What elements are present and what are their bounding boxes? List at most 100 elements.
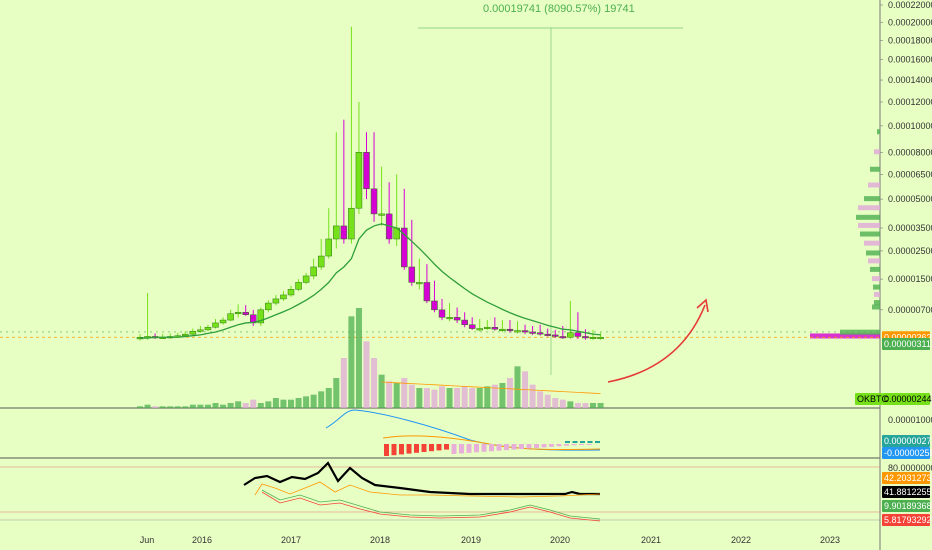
candle-body[interactable] xyxy=(597,337,604,340)
candle-body[interactable] xyxy=(370,188,378,215)
candle-body[interactable] xyxy=(423,282,431,302)
macd-histogram-bar xyxy=(586,444,592,445)
price-badge-ema xyxy=(882,337,930,350)
candle-body[interactable] xyxy=(197,329,204,332)
candle-body[interactable] xyxy=(484,326,491,329)
candle-body[interactable] xyxy=(574,332,582,337)
candle-body[interactable] xyxy=(295,282,302,290)
candle-body[interactable] xyxy=(317,255,325,268)
candle-body[interactable] xyxy=(536,332,544,335)
volume-bar xyxy=(514,366,521,408)
macd-histogram-bar xyxy=(384,444,389,456)
candle-body[interactable] xyxy=(453,317,461,321)
macd-histogram-bar xyxy=(489,444,494,452)
macd-histogram-bar xyxy=(595,441,600,443)
candle-body[interactable] xyxy=(182,333,189,336)
candle-body[interactable] xyxy=(491,326,499,330)
volume-bar xyxy=(144,404,151,408)
volume-profile-bar xyxy=(874,300,880,306)
candle-body[interactable] xyxy=(325,238,332,257)
volume-bar xyxy=(476,388,483,408)
volume-bar xyxy=(499,383,506,408)
volume-bar xyxy=(227,403,234,408)
candle-body[interactable] xyxy=(265,302,272,311)
candle-body[interactable] xyxy=(468,324,476,329)
candle-body[interactable] xyxy=(227,313,234,321)
osc-badge-green-text: 9.90189368 xyxy=(884,501,932,511)
candle-body[interactable] xyxy=(340,225,348,240)
candle-body[interactable] xyxy=(234,311,242,314)
macd-histogram-bar xyxy=(459,444,464,454)
candle-body[interactable] xyxy=(461,319,468,325)
ema-line xyxy=(140,223,601,339)
time-axis-label: 2016 xyxy=(192,535,212,545)
volume-bar xyxy=(408,384,415,408)
volume-bar xyxy=(484,386,491,408)
volume-bar xyxy=(401,378,408,408)
candle-body[interactable] xyxy=(257,309,265,324)
candle-body[interactable] xyxy=(521,330,529,333)
volume-ma-line xyxy=(381,381,601,394)
price-axis-label: 0.00014000 xyxy=(888,75,932,85)
macd-histogram-bar xyxy=(587,441,593,443)
price-axis-label: 0.00022000 xyxy=(888,0,932,10)
candle-body[interactable] xyxy=(589,337,597,340)
macd-histogram-bar xyxy=(481,444,487,452)
candle-body[interactable] xyxy=(310,266,317,277)
price-axis-label: 0.00018000 xyxy=(888,35,932,45)
volume-bar xyxy=(371,358,378,408)
price-axis-label: 0.00016000 xyxy=(888,55,932,65)
candle-body[interactable] xyxy=(348,207,355,240)
volume-bar xyxy=(318,391,325,408)
candle-body[interactable] xyxy=(189,331,197,335)
macd-axis-label: 0.00001000 xyxy=(888,415,932,425)
candle-body[interactable] xyxy=(378,213,385,216)
macd-histogram-bar xyxy=(429,444,434,452)
candle-body[interactable] xyxy=(438,309,446,318)
candle-body[interactable] xyxy=(355,152,363,209)
candle-body[interactable] xyxy=(287,289,295,296)
candle-body[interactable] xyxy=(212,322,219,328)
volume-bar xyxy=(590,403,596,408)
candle-body[interactable] xyxy=(506,328,514,331)
macd-histogram-bar xyxy=(474,444,479,453)
pair-badge[interactable] xyxy=(855,393,882,405)
candle-body[interactable] xyxy=(204,326,212,331)
candle-body[interactable] xyxy=(333,225,340,240)
candle-body[interactable] xyxy=(476,328,483,331)
candle-body[interactable] xyxy=(499,328,506,331)
candle-body[interactable] xyxy=(408,266,416,283)
candle-body[interactable] xyxy=(416,282,423,285)
volume-bar xyxy=(348,316,355,408)
macd-badge-line xyxy=(882,447,930,459)
volume-bar xyxy=(439,386,445,408)
volume-bar xyxy=(137,406,143,408)
candle-body[interactable] xyxy=(219,319,227,324)
candle-body[interactable] xyxy=(514,330,521,333)
candle-body[interactable] xyxy=(242,311,249,315)
candle-body[interactable] xyxy=(582,336,589,339)
candle-body[interactable] xyxy=(544,333,551,336)
candle-body[interactable] xyxy=(280,294,287,300)
volume-profile-bar xyxy=(874,291,880,297)
candle-body[interactable] xyxy=(401,227,408,268)
candle-body[interactable] xyxy=(446,317,453,320)
candle-body[interactable] xyxy=(567,332,574,338)
candle-body[interactable] xyxy=(552,334,559,337)
volume-profile-bar xyxy=(870,166,880,172)
macd-badge-histogram-text: 0.00000027 xyxy=(884,436,932,446)
candle-body[interactable] xyxy=(302,275,310,283)
candle-body[interactable] xyxy=(559,336,567,339)
candle-body[interactable] xyxy=(272,298,280,304)
candle-body[interactable] xyxy=(529,331,536,334)
candle-body[interactable] xyxy=(431,300,438,311)
macd-histogram-bar xyxy=(504,444,509,451)
candle-body[interactable] xyxy=(363,152,370,190)
volume-bar xyxy=(250,399,257,408)
volume-bar xyxy=(386,381,393,408)
osc-axis-label: 80.00000000 xyxy=(888,463,932,473)
macd-histogram-bar xyxy=(436,444,442,451)
macd-badge-line-text: -0.00000258 xyxy=(884,448,932,458)
